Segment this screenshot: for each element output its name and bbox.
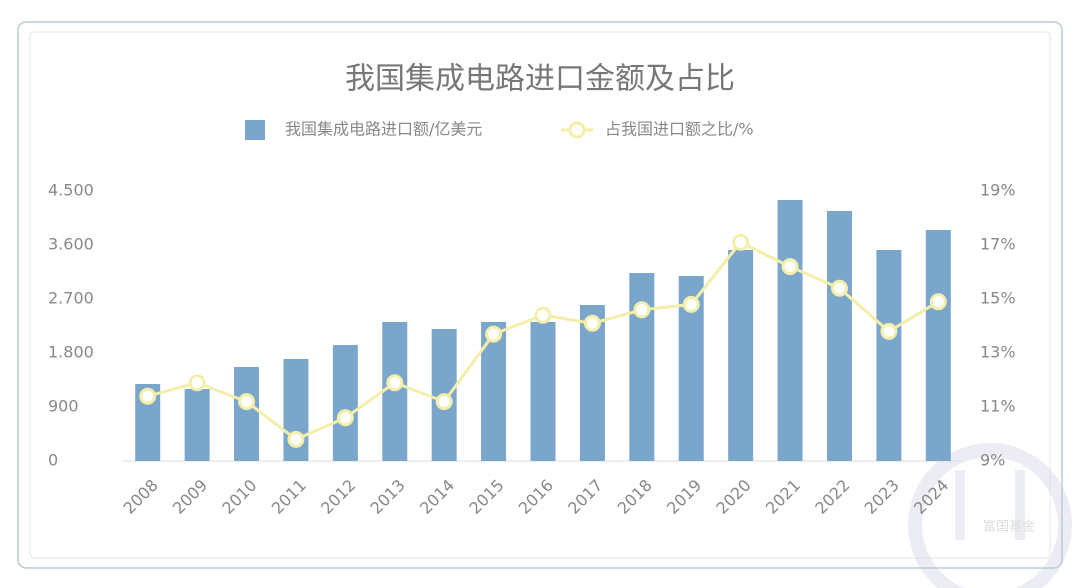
y2-tick-label: 19% — [980, 181, 1016, 200]
line-point — [583, 314, 601, 332]
line-point — [682, 295, 700, 313]
bar — [777, 200, 803, 461]
line-point — [534, 306, 552, 324]
y2-tick-label: 9% — [980, 451, 1005, 470]
legend-label: 占我国进口额之比/% — [605, 120, 754, 139]
y-tick-label: 3.600 — [48, 235, 94, 254]
y-tick-label: 1.800 — [48, 343, 94, 362]
bar — [629, 273, 655, 461]
legend-label: 我国集成电路进口额/亿美元 — [285, 120, 482, 139]
bar — [332, 345, 358, 461]
y2-tick-label: 11% — [980, 397, 1016, 416]
line-point — [929, 293, 947, 311]
line-point — [336, 409, 354, 427]
line-point — [880, 322, 898, 340]
line-point — [287, 430, 305, 448]
line-point — [435, 393, 453, 411]
line-point — [830, 279, 848, 297]
y2-tick-label: 17% — [980, 235, 1016, 254]
line-point — [732, 233, 750, 251]
line-point — [485, 325, 503, 343]
y-tick-label: 900 — [48, 397, 79, 416]
line-point — [386, 374, 404, 392]
bar — [876, 249, 902, 461]
legend-swatch — [245, 120, 265, 140]
y2-tick-label: 15% — [980, 289, 1016, 308]
bar — [826, 210, 852, 461]
watermark-logo — [908, 443, 1072, 588]
bar — [530, 321, 556, 461]
line-point — [781, 258, 799, 276]
y-tick-label: 4.500 — [48, 181, 94, 200]
bar — [728, 249, 754, 461]
chart-title: 我国集成电路进口金额及占比 — [345, 62, 735, 97]
bar — [234, 366, 260, 461]
y-tick-label: 0 — [48, 451, 58, 470]
legend-swatch — [568, 121, 586, 139]
bar — [925, 230, 951, 461]
watermark-text: 富国基金 — [983, 519, 1035, 535]
line-point — [238, 393, 256, 411]
y-tick-label: 2.700 — [48, 289, 94, 308]
line-point — [633, 301, 651, 319]
bar — [481, 321, 507, 461]
bar — [184, 389, 210, 461]
y2-tick-label: 13% — [980, 343, 1016, 362]
bar — [382, 321, 408, 461]
line-point — [139, 387, 157, 405]
line-point — [188, 374, 206, 392]
